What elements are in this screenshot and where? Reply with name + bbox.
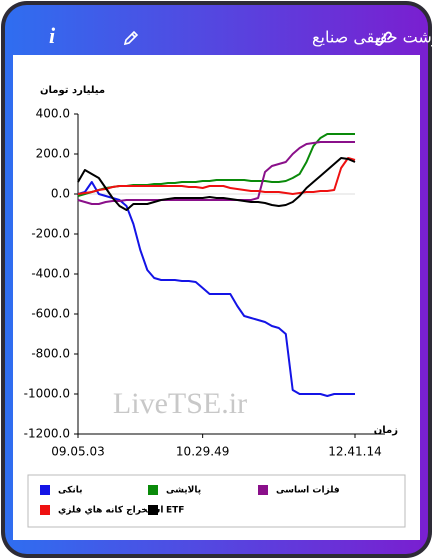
y-tick-label: -600.0 bbox=[31, 307, 70, 321]
series-line bbox=[77, 157, 356, 211]
series-line bbox=[77, 157, 356, 195]
legend-swatch bbox=[258, 485, 268, 495]
series-line bbox=[77, 181, 355, 397]
legend-swatch bbox=[148, 485, 158, 495]
watermark: LiveTSE.ir bbox=[113, 387, 247, 420]
edit-icon[interactable] bbox=[123, 30, 139, 46]
legend-label: فلزات اساسی bbox=[276, 486, 340, 496]
y-tick-label: -1000.0 bbox=[24, 387, 70, 401]
y-axis-title: میلیارد تومان bbox=[40, 85, 105, 96]
series-line bbox=[77, 141, 355, 205]
legend-swatch bbox=[148, 505, 158, 515]
legend-label: پالایشی bbox=[166, 486, 201, 496]
x-tick-label: 10.29.49 bbox=[176, 445, 229, 459]
content bbox=[13, 55, 420, 540]
y-tick-label: 200.0 bbox=[36, 147, 70, 161]
header-title: پول درشت حقیقی صنایع bbox=[312, 28, 433, 48]
x-tick-label: 12.41.14 bbox=[328, 445, 381, 459]
y-tick-label: -400.0 bbox=[31, 267, 70, 281]
legend-label: استخراج کانه هاي فلزي bbox=[58, 506, 163, 516]
y-tick-label: -1200.0 bbox=[24, 427, 70, 441]
y-tick-label: 0.0 bbox=[51, 187, 70, 201]
x-tick-label: 09.05.03 bbox=[51, 445, 104, 459]
y-tick-label: -800.0 bbox=[31, 347, 70, 361]
legend-box bbox=[27, 474, 406, 528]
legend-swatch bbox=[40, 485, 50, 495]
info-button[interactable]: i bbox=[49, 23, 56, 48]
legend-label: ETF bbox=[166, 506, 184, 516]
legend-label: بانکی bbox=[58, 486, 82, 496]
link-icon[interactable] bbox=[375, 31, 392, 46]
legend-swatch bbox=[40, 505, 50, 515]
y-tick-label: 400.0 bbox=[36, 107, 70, 121]
x-axis-title: زمان bbox=[374, 425, 398, 436]
y-tick-label: -200.0 bbox=[31, 227, 70, 241]
